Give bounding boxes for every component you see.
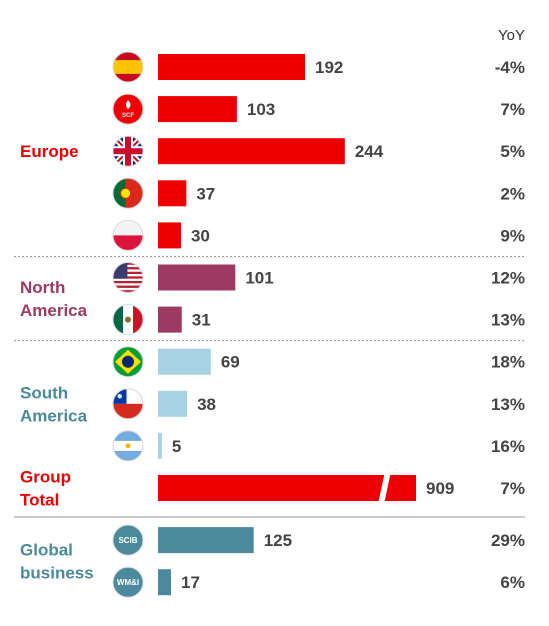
yoy-label: 29% [491,531,525,550]
value-label: 30 [191,226,210,245]
bar [158,475,416,501]
value-label: 17 [181,573,200,592]
bar [158,527,254,554]
group-europe: 192 -4% SCF 103 7% 244 5% 37 2% 30 9% Europe [20,51,525,251]
yoy-header: YoY [498,27,525,44]
value-label: 125 [264,531,292,550]
bar [158,348,211,375]
bar-row: 69 18% [112,346,525,378]
region-label: North America [20,278,88,320]
portugal-flag-icon [112,177,144,209]
region-label: Global business [20,541,94,583]
yoy-label: 12% [491,269,525,288]
bar [158,264,236,291]
bar-row: SCIB 125 29% [112,524,525,556]
yoy-label: -4% [495,58,525,77]
bar-row: 31 13% [112,304,525,336]
bar [158,54,305,80]
yoy-label: 13% [491,311,525,330]
bar [158,306,182,333]
value-label: 69 [221,353,240,372]
value-label: 909 [426,479,454,498]
bar-row: 38 13% [112,388,525,420]
poland-flag-icon [112,219,144,251]
argentina-flag-icon [112,430,144,462]
value-label: 37 [196,184,215,203]
value-label: 192 [315,58,343,77]
bar-row: 30 9% [112,219,525,251]
yoy-label: 7% [500,479,525,498]
united-states-flag-icon [112,262,144,293]
value-label: 38 [197,395,216,414]
wmi-badge-icon: WM&I [112,566,144,598]
mexico-flag-icon [112,304,144,336]
bar [158,180,187,207]
brazil-flag-icon [112,346,144,378]
bar-row: 192 -4% [112,51,525,83]
yoy-label: 7% [500,100,525,119]
yoy-label: 9% [500,226,525,245]
group-group-total: 909 7% Group Total [20,468,525,510]
bar-row: 909 7% [158,474,525,502]
group-global-business: SCIB 125 29% WM&I 17 6% Global business [20,524,525,598]
badge-text: SCIB [118,536,137,545]
santander-consumer-finance-icon: SCF [112,93,144,125]
bar-row: 5 16% [112,430,525,462]
value-label: 5 [172,437,181,456]
region-label: Europe [20,142,79,161]
value-label: 244 [355,142,384,161]
badge-text: WM&I [117,578,139,587]
region-label: Group Total [20,468,71,510]
yoy-label: 16% [491,437,525,456]
yoy-label: 6% [500,573,525,592]
bar-row: SCF 103 7% [112,93,525,125]
bar [158,390,188,417]
bar [158,432,162,459]
bar [158,222,181,249]
yoy-label: 5% [500,142,525,161]
axis-break [378,474,391,502]
value-label: 103 [247,100,275,119]
yoy-label: 2% [500,184,525,203]
bar-row: 244 5% [112,135,525,167]
badge-text: SCF [122,113,134,119]
bar [158,569,172,596]
bar-row: 101 12% [112,262,525,293]
scib-badge-icon: SCIB [112,524,144,556]
bar [158,96,237,123]
region-label: South America [20,383,88,425]
yoy-label: 18% [491,353,525,372]
group-north-america: 101 12% 31 13% North America [20,262,525,336]
bar-row: WM&I 17 6% [112,566,525,598]
chile-flag-icon [112,388,144,420]
group-south-america: 69 18% 38 13% 5 16% South America [20,346,525,462]
bar-row: 37 2% [112,177,525,209]
spain-flag-icon [112,51,144,83]
united-kingdom-flag-icon [112,135,144,167]
value-label: 101 [245,269,273,288]
value-label: 31 [192,311,211,330]
bar [158,138,345,165]
yoy-label: 13% [491,395,525,414]
